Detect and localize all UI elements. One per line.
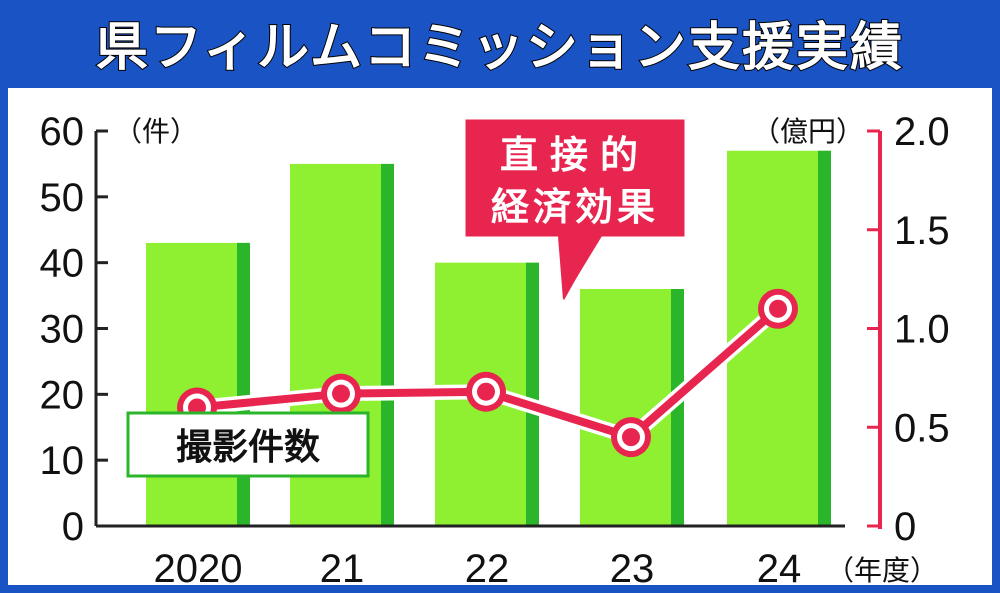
left-tick-label: 40 — [40, 242, 85, 286]
x-tick-label: 24 — [757, 547, 802, 591]
line-point-24 — [758, 288, 798, 329]
legend-line-label-2: 経済効果 — [491, 185, 659, 229]
x-tick-label: 21 — [320, 547, 365, 591]
left-axis: 0 10 20 30 40 50 60 （件） — [40, 110, 199, 549]
right-tick-label: 1.5 — [894, 209, 950, 253]
right-axis-unit: （億円） — [752, 115, 864, 148]
left-tick-label: 50 — [40, 176, 85, 220]
legend-bar-label: 撮影件数 — [176, 427, 320, 468]
right-tick-label: 2.0 — [894, 110, 950, 154]
bar-group — [146, 150, 831, 526]
legend-bar-series: 撮影件数 — [126, 411, 370, 478]
x-tick-label: 22 — [465, 547, 510, 591]
left-tick-label: 20 — [40, 373, 85, 417]
x-axis-unit: （年度） — [826, 554, 938, 587]
left-tick-label: 30 — [40, 308, 85, 352]
line-group — [177, 288, 798, 458]
left-tick-label: 10 — [40, 439, 85, 483]
x-tick-label: 23 — [610, 547, 655, 591]
x-tick-label: 2020 — [154, 547, 243, 591]
right-tick-label: 0 — [894, 505, 916, 549]
right-tick-label: 1.0 — [894, 308, 950, 352]
right-tick-label: 0.5 — [894, 406, 950, 450]
left-tick-label: 0 — [62, 505, 84, 549]
bar-2020 — [146, 242, 250, 526]
right-axis: 0 0.5 1.0 1.5 2.0 （億円） — [752, 110, 950, 549]
line-point-21 — [321, 373, 361, 414]
chart-title: 県フィルムコミッション支援実績 — [95, 17, 904, 79]
line-point-23 — [611, 417, 651, 458]
left-tick-label: 60 — [40, 110, 85, 154]
x-axis: 2020 21 22 23 24 （年度） — [96, 524, 938, 591]
left-axis-unit: （件） — [114, 115, 198, 148]
legend-line-label-1: 直接的 — [500, 133, 650, 177]
line-point-22 — [466, 371, 506, 412]
